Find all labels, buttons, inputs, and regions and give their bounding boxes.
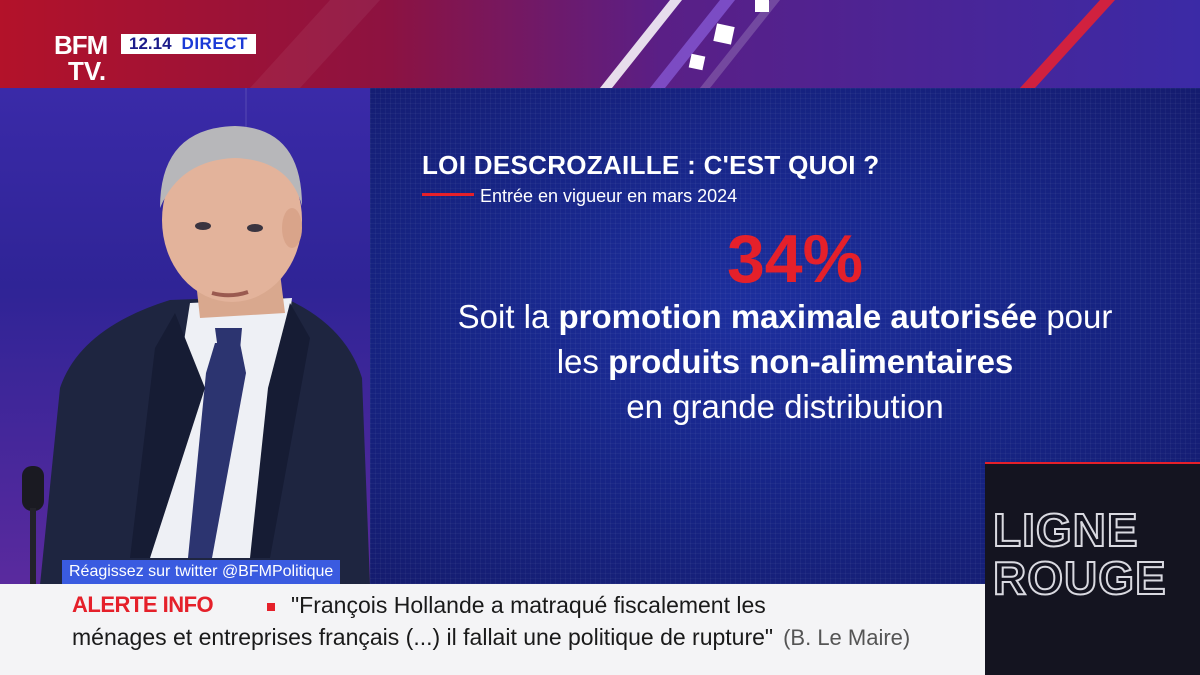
body-text-part: pour [1037,298,1113,335]
program-logo-line-1: LIGNE [992,504,1139,556]
studio-camera-view [0,88,370,585]
logo-line-1: BFM [54,30,108,60]
program-logo-box: LIGNE ROUGE [985,462,1200,675]
body-text-bold: promotion maximale autorisée [558,298,1038,335]
alert-label: ALERTE INFO [72,592,214,617]
twitter-prompt: Réagissez sur twitter @BFMPolitique [62,560,341,584]
program-logo: LIGNE ROUGE [992,504,1167,604]
presenter-figure [22,126,370,585]
logo-line-2: TV. [68,56,107,86]
body-text-part: Soit la [457,298,559,335]
live-badge: 12.14 DIRECT [121,34,256,54]
key-figure: 34% [370,220,1200,298]
quote-line-1: "François Hollande a matraqué fiscalemen… [291,592,766,618]
quote-line-2: ménages et entreprises français (...) il… [72,624,910,651]
infographic-headline: LOI DESCROZAILLE : C'EST QUOI ? [422,150,880,180]
quote-author: (B. Le Maire) [783,625,911,650]
body-text-bold: produits non-alimentaires [608,343,1014,380]
bfmtv-logo: BFM TV. [54,32,116,86]
news-ticker: ALERTE INFO "François Hollande a matraqu… [0,584,985,675]
infographic-body: Soit la promotion maximale autorisée pou… [370,294,1200,429]
infographic-screen: LOI DESCROZAILLE : C'EST QUOI ? Entrée e… [370,88,1200,585]
headline-accent-rule [422,193,474,196]
alert-square-icon [267,603,275,611]
body-line-1: Soit la promotion maximale autorisée pou… [370,294,1200,339]
body-text-part: les [556,343,609,380]
top-banner: BFM TV. 12.14 DIRECT [0,0,1200,88]
banner-decoration [250,0,1115,88]
body-line-3: en grande distribution [626,388,944,425]
live-label: DIRECT [181,34,248,53]
key-figure-value: 34% [726,221,864,297]
body-line-2: les produits non-alimentaires [370,339,1200,384]
program-logo-line-2: ROUGE [992,552,1167,604]
program-logo-rule [985,462,1200,464]
broadcast-time: 12.14 [129,34,172,53]
infographic-subtitle: Entrée en vigueur en mars 2024 [480,186,738,206]
quote-line-2-text: ménages et entreprises français (...) il… [72,624,774,650]
